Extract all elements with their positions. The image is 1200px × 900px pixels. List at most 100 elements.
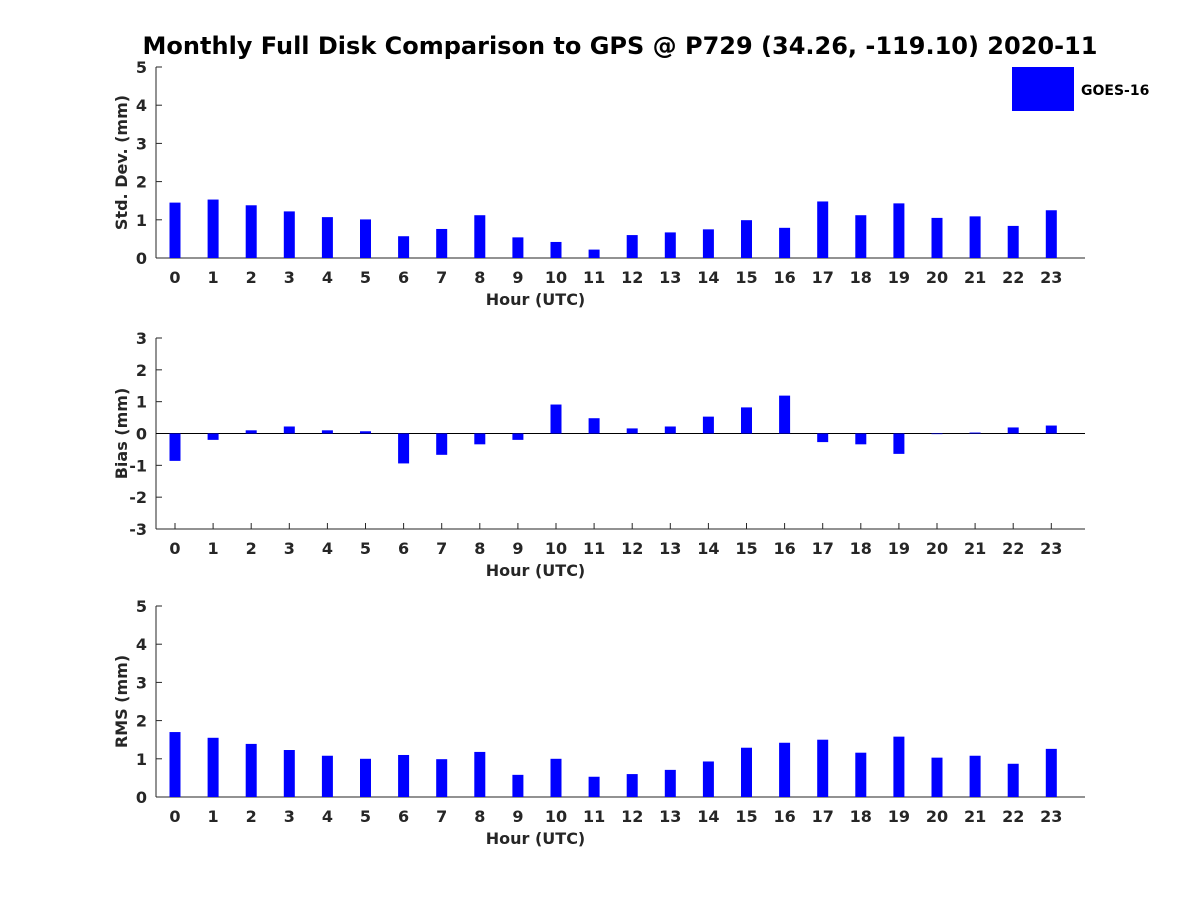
stddev-x-tick-label: 13 (659, 268, 681, 287)
rms-x-tick-label: 4 (322, 807, 333, 826)
stddev-bar-hour-2 (245, 205, 257, 258)
stddev-bar-hour-12 (626, 235, 638, 258)
bias-bar-hour-5 (360, 431, 371, 434)
rms-bar-hour-15 (741, 747, 752, 797)
rms-x-tick-label: 1 (208, 807, 219, 826)
rms-x-tick-label: 22 (1002, 807, 1024, 826)
bias-x-tick-label: 18 (850, 539, 872, 558)
bias-x-axis-label: Hour (UTC) (486, 561, 586, 580)
stddev-x-tick-label: 1 (208, 268, 219, 287)
stddev-bar-hour-4 (321, 217, 333, 258)
bias-bar-hour-4 (321, 430, 333, 434)
stddev-y-tick-label: 4 (136, 96, 147, 115)
bias-bar-hour-21 (969, 432, 981, 434)
rms-bar-hour-16 (779, 742, 791, 797)
bias-y-tick-label: -1 (129, 456, 147, 475)
bias-bar-hour-11 (588, 418, 600, 434)
stddev-bar-hour-11 (588, 249, 600, 258)
stddev-x-tick-label: 14 (697, 268, 719, 287)
rms-bar-hour-17 (817, 739, 829, 797)
stddev-x-tick-label: 0 (169, 268, 180, 287)
rms-y-axis-label: RMS (mm) (112, 655, 131, 748)
rms-bar-hour-12 (626, 774, 638, 797)
stddev-y-axis-label: Std. Dev. (mm) (112, 95, 131, 230)
stddev-bar-hour-13 (664, 232, 676, 258)
rms-x-tick-label: 5 (360, 807, 371, 826)
bias-bar-hour-10 (550, 404, 562, 434)
rms-x-tick-label: 11 (583, 807, 605, 826)
stddev-x-tick-label: 20 (926, 268, 948, 287)
stddev-x-tick-label: 11 (583, 268, 605, 287)
stddev-bar-hour-6 (398, 236, 410, 258)
rms-x-tick-label: 14 (697, 807, 719, 826)
rms-bar-hour-7 (436, 759, 448, 797)
stddev-x-tick-label: 3 (284, 268, 295, 287)
rms-bar-hour-5 (360, 758, 371, 797)
rms-bar-hour-20 (931, 757, 943, 797)
bias-x-tick-label: 6 (398, 539, 409, 558)
rms-bar-hour-9 (512, 774, 524, 797)
bias-y-tick-label: 1 (136, 393, 147, 412)
stddev-x-tick-label: 19 (888, 268, 910, 287)
rms-bar-hour-11 (588, 776, 600, 797)
bias-y-tick-label: 3 (136, 329, 147, 348)
stddev-bar-hour-10 (550, 241, 562, 258)
rms-bar-hour-14 (702, 761, 714, 797)
stddev-bar-hour-17 (817, 201, 829, 258)
stddev-x-tick-label: 16 (773, 268, 795, 287)
rms-bar-hour-22 (1007, 763, 1019, 797)
stddev-x-tick-label: 21 (964, 268, 986, 287)
rms-x-tick-label: 7 (436, 807, 447, 826)
rms-x-tick-label: 15 (735, 807, 757, 826)
stddev-x-tick-label: 5 (360, 268, 371, 287)
rms-bar-hour-18 (855, 752, 867, 797)
bias-bar-hour-2 (245, 430, 257, 434)
legend-swatch (1012, 67, 1074, 111)
bias-x-tick-label: 10 (545, 539, 567, 558)
bias-bar-hour-6 (398, 433, 410, 464)
stddev-y-tick-label: 3 (136, 134, 147, 153)
bias-x-tick-label: 11 (583, 539, 605, 558)
bias-x-tick-label: 23 (1040, 539, 1062, 558)
rms-x-tick-label: 17 (812, 807, 834, 826)
bias-bar-hour-16 (779, 395, 791, 434)
rms-bar-hour-10 (550, 758, 562, 797)
stddev-y-tick-label: 1 (136, 211, 147, 230)
rms-bar-hour-23 (1045, 748, 1057, 797)
stddev-bar-hour-15 (741, 220, 752, 258)
rms-x-axis-label: Hour (UTC) (486, 829, 586, 848)
bias-bar-hour-18 (855, 433, 867, 445)
rms-x-tick-label: 19 (888, 807, 910, 826)
bias-x-tick-label: 22 (1002, 539, 1024, 558)
stddev-x-tick-label: 7 (436, 268, 447, 287)
stddev-x-tick-label: 15 (735, 268, 757, 287)
rms-y-tick-label: 5 (136, 597, 147, 616)
bias-x-tick-label: 12 (621, 539, 643, 558)
rms-bar-hour-2 (245, 743, 257, 797)
rms-x-tick-label: 10 (545, 807, 567, 826)
stddev-bar-hour-3 (283, 211, 295, 258)
rms-bar-hour-4 (321, 755, 333, 797)
rms-y-tick-label: 3 (136, 673, 147, 692)
rms-x-tick-label: 16 (773, 807, 795, 826)
bias-x-tick-label: 0 (169, 539, 180, 558)
stddev-x-tick-label: 12 (621, 268, 643, 287)
bias-x-tick-label: 19 (888, 539, 910, 558)
stddev-x-tick-label: 8 (474, 268, 485, 287)
rms-y-tick-label: 4 (136, 635, 147, 654)
bias-x-tick-label: 7 (436, 539, 447, 558)
legend-label: GOES-16 (1081, 83, 1149, 99)
stddev-x-tick-label: 23 (1040, 268, 1062, 287)
bias-bar-hour-8 (474, 433, 486, 445)
stddev-x-tick-label: 22 (1002, 268, 1024, 287)
bias-x-tick-label: 8 (474, 539, 485, 558)
stddev-x-tick-label: 9 (512, 268, 523, 287)
bias-x-tick-label: 3 (284, 539, 295, 558)
stddev-x-tick-label: 6 (398, 268, 409, 287)
rms-x-tick-label: 0 (169, 807, 180, 826)
bias-bar-hour-15 (741, 407, 752, 434)
